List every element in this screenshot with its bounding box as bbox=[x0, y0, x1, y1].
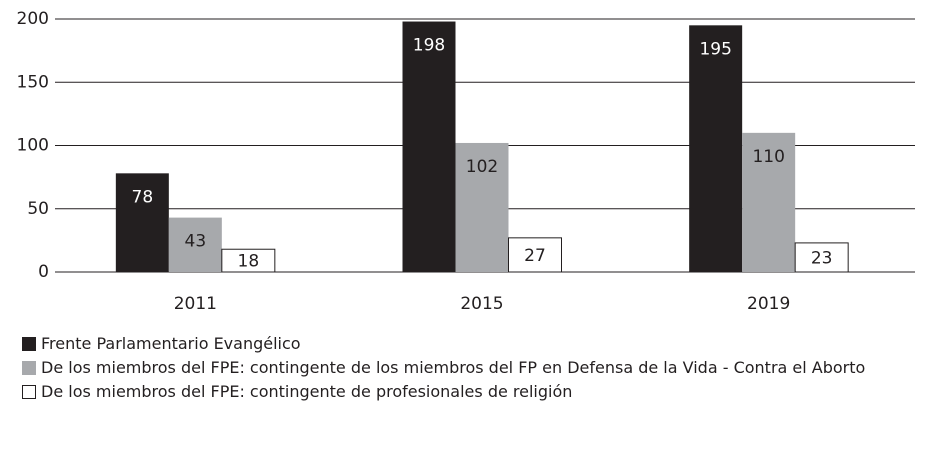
bar bbox=[508, 237, 562, 273]
y-tick-label: 0 bbox=[38, 262, 49, 282]
bar bbox=[168, 217, 222, 272]
bar bbox=[742, 132, 796, 272]
data-label: 23 bbox=[811, 248, 833, 268]
data-label: 198 bbox=[413, 36, 445, 56]
y-tick-label: 150 bbox=[17, 72, 49, 92]
x-tick-label: 2015 bbox=[460, 294, 503, 314]
legend-swatch bbox=[22, 337, 36, 351]
legend-label: De los miembros del FPE: contingente de … bbox=[41, 382, 573, 401]
data-label: 27 bbox=[524, 246, 546, 266]
data-label: 102 bbox=[466, 157, 498, 177]
data-label: 110 bbox=[752, 147, 784, 167]
bar bbox=[115, 173, 169, 272]
x-tick-label: 2011 bbox=[174, 294, 217, 314]
bar bbox=[402, 21, 456, 273]
data-label: 195 bbox=[699, 39, 731, 59]
legend-swatch bbox=[22, 385, 36, 399]
chart: 0 50 100 150 200 2011 78 43 18 2015 198 102 27 2019 19… bbox=[17, 9, 915, 314]
legend-item: Frente Parlamentario Evangélico bbox=[22, 334, 917, 353]
legend-swatch bbox=[22, 361, 36, 375]
data-label: 18 bbox=[238, 252, 260, 272]
y-tick-label: 200 bbox=[17, 9, 49, 29]
bar bbox=[689, 25, 743, 273]
y-tick-label: 100 bbox=[17, 136, 49, 156]
bar bbox=[221, 248, 276, 273]
legend-label: Frente Parlamentario Evangélico bbox=[41, 334, 301, 353]
bar bbox=[794, 242, 849, 273]
data-label: 78 bbox=[132, 187, 154, 207]
data-label: 43 bbox=[185, 232, 207, 252]
legend-label: De los miembros del FPE: contingente de … bbox=[41, 358, 866, 377]
legend-item: De los miembros del FPE: contingente de … bbox=[22, 382, 917, 401]
x-tick-label: 2019 bbox=[747, 294, 790, 314]
legend-item: De los miembros del FPE: contingente de … bbox=[22, 358, 917, 377]
y-tick-label: 50 bbox=[27, 199, 49, 219]
legend: Frente Parlamentario Evangélico De los mi… bbox=[22, 336, 917, 408]
bar bbox=[455, 142, 509, 272]
